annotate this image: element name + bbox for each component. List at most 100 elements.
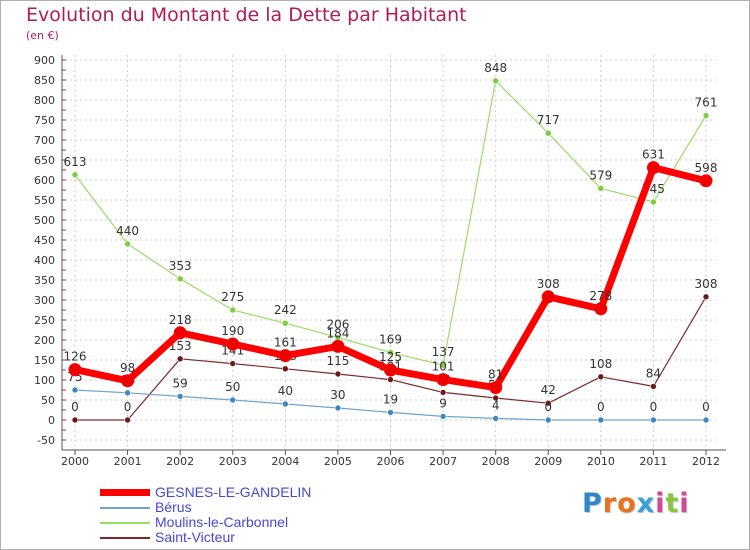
logo-letter: x <box>636 488 656 519</box>
data-point-b-rus <box>124 389 131 397</box>
y-tick-label: 300 <box>34 294 55 307</box>
chart-title: Evolution du Montant de la Dette par Hab… <box>26 4 467 26</box>
legend-label-gesnes: GESNES-LE-GANDELIN <box>155 484 312 500</box>
y-tick-label: 750 <box>34 114 55 127</box>
data-label-b-rus: 50 <box>225 380 240 394</box>
data-label-moulins-le-carbonnel: 353 <box>169 259 192 273</box>
y-tick-label: 0 <box>48 414 55 427</box>
data-label-gesnes-le-gandelin: 190 <box>221 324 244 338</box>
data-label-b-rus: 4 <box>492 398 500 412</box>
data-point-gesnes-le-gandelin <box>541 290 555 304</box>
data-point-gesnes-le-gandelin <box>121 374 135 388</box>
data-point-saint-victeur <box>597 373 605 381</box>
x-tick-label: 2003 <box>219 455 247 468</box>
y-tick-label: 250 <box>34 314 55 327</box>
data-point-saint-victeur <box>71 416 79 424</box>
logo-letter: i <box>655 488 666 519</box>
data-label-b-rus: 59 <box>173 376 188 390</box>
data-label-saint-victeur: 0 <box>71 400 79 414</box>
data-point-b-rus <box>597 416 605 424</box>
data-label-gesnes-le-gandelin: 161 <box>274 336 297 350</box>
y-tick-label: 850 <box>34 74 55 87</box>
data-point-gesnes-le-gandelin <box>173 326 187 340</box>
y-tick-label: 400 <box>34 254 55 267</box>
legend-swatch-berus <box>100 507 150 509</box>
data-point-moulins-le-carbonnel <box>71 171 79 179</box>
data-point-b-rus <box>334 404 342 412</box>
data-point-gesnes-le-gandelin <box>489 381 503 395</box>
y-tick-label: 200 <box>34 334 55 347</box>
data-label-gesnes-le-gandelin: 125 <box>379 350 402 364</box>
data-point-moulins-le-carbonnel <box>176 275 184 283</box>
y-tick-label: 150 <box>34 354 55 367</box>
data-label-saint-victeur: 108 <box>589 357 612 371</box>
proxiti-logo: Proxiti <box>582 488 690 519</box>
data-point-saint-victeur <box>124 416 131 424</box>
x-tick-label: 2005 <box>324 455 352 468</box>
data-point-saint-victeur <box>176 355 184 363</box>
legend-label-saint-victeur: Saint-Victeur <box>155 529 235 545</box>
data-point-b-rus <box>702 416 710 424</box>
data-label-gesnes-le-gandelin: 126 <box>64 350 87 364</box>
data-point-moulins-le-carbonnel <box>544 129 552 137</box>
legend-label-berus: Bérus <box>155 499 192 515</box>
data-label-moulins-le-carbonnel: 613 <box>64 155 87 169</box>
data-label-b-rus: 19 <box>383 392 398 406</box>
data-label-moulins-le-carbonnel: 206 <box>326 318 349 332</box>
data-label-saint-victeur: 84 <box>646 366 661 380</box>
data-point-b-rus <box>71 386 79 394</box>
data-point-saint-victeur <box>702 293 710 301</box>
data-label-moulins-le-carbonnel: 169 <box>379 332 402 346</box>
data-label-moulins-le-carbonnel: 440 <box>116 224 139 238</box>
data-label-saint-victeur: 42 <box>541 383 556 397</box>
data-point-b-rus <box>544 416 552 424</box>
data-label-b-rus: 40 <box>278 384 293 398</box>
data-point-saint-victeur <box>387 376 394 383</box>
logo-letter: o <box>617 488 637 519</box>
data-label-moulins-le-carbonnel: 242 <box>274 303 297 317</box>
data-label-gesnes-le-gandelin: 101 <box>432 360 455 374</box>
data-point-b-rus <box>282 400 289 408</box>
data-label-moulins-le-carbonnel: 848 <box>484 61 507 75</box>
data-point-moulins-le-carbonnel <box>702 112 710 119</box>
logo-letter: P <box>582 488 603 519</box>
data-point-gesnes-le-gandelin <box>68 363 82 377</box>
data-label-gesnes-le-gandelin: 278 <box>589 289 612 303</box>
data-label-saint-victeur: 308 <box>695 277 718 291</box>
logo-letter: t <box>665 488 680 519</box>
y-tick-label: 500 <box>34 214 55 227</box>
data-point-saint-victeur <box>229 360 237 367</box>
data-label-gesnes-le-gandelin: 598 <box>695 161 718 175</box>
y-tick-label: 800 <box>34 94 55 107</box>
data-point-gesnes-le-gandelin <box>384 363 397 377</box>
y-tick-label: 600 <box>34 174 55 187</box>
x-tick-label: 2001 <box>114 455 142 468</box>
data-point-saint-victeur <box>439 389 447 396</box>
data-point-moulins-le-carbonnel <box>597 185 605 192</box>
legend-swatch-saint-victeur <box>100 537 150 539</box>
x-tick-label: 2002 <box>166 455 194 468</box>
y-tick-label: 650 <box>34 154 55 167</box>
data-point-b-rus <box>387 409 394 416</box>
data-label-gesnes-le-gandelin: 81 <box>488 368 503 382</box>
data-label-gesnes-le-gandelin: 308 <box>537 277 560 291</box>
x-tick-label: 2010 <box>587 455 615 468</box>
x-tick-label: 2008 <box>482 455 510 468</box>
data-label-b-rus: 9 <box>439 396 447 410</box>
data-label-b-rus: 0 <box>597 400 605 414</box>
logo-letter: r <box>602 488 618 519</box>
data-point-b-rus <box>492 415 499 422</box>
y-tick-label: 450 <box>34 234 55 247</box>
data-point-gesnes-le-gandelin <box>646 161 660 175</box>
data-point-b-rus <box>650 416 657 424</box>
data-point-moulins-le-carbonnel <box>282 319 289 327</box>
data-label-b-rus: 30 <box>330 388 345 402</box>
data-point-b-rus <box>229 396 237 404</box>
x-tick-label: 2011 <box>639 455 667 468</box>
y-tick-label: 900 <box>34 54 55 67</box>
data-label-gesnes-le-gandelin: 98 <box>120 361 135 375</box>
data-label-b-rus: 0 <box>702 400 710 414</box>
data-point-moulins-le-carbonnel <box>387 349 394 356</box>
data-label-saint-victeur: 0 <box>124 400 132 414</box>
